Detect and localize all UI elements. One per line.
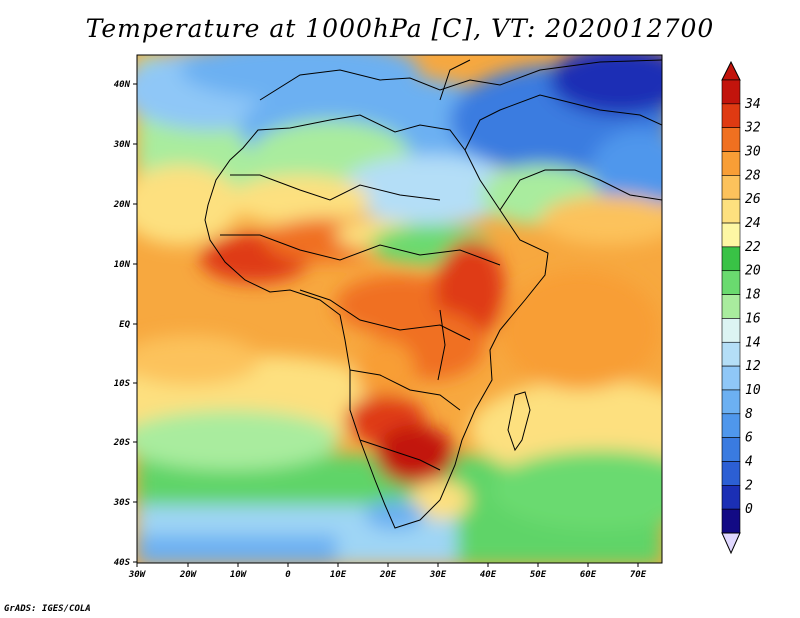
plot-frame	[136, 54, 663, 564]
lon-label: 60E	[580, 570, 597, 580]
colorbar-label: 32	[744, 121, 761, 136]
colorbar-swatch	[721, 246, 741, 272]
lat-ticks	[133, 83, 137, 563]
lon-label: 10W	[230, 570, 248, 580]
colorbar-swatch	[721, 151, 741, 176]
lat-label: 10N	[114, 260, 131, 270]
lon-label: 30W	[128, 570, 147, 580]
colorbar-label: 14	[745, 335, 761, 350]
colorbar-label: 12	[745, 359, 761, 374]
colorbar-swatch	[721, 508, 741, 534]
lon-label: 10E	[330, 570, 347, 580]
coastlines	[204, 59, 662, 529]
colorbar-swatch	[721, 461, 741, 486]
colorbar-over-triangle	[721, 60, 741, 81]
colorbar-swatch	[721, 127, 741, 152]
colorbar-swatch	[721, 222, 741, 248]
colorbar-label: 30	[744, 145, 761, 160]
colorbar-label: 22	[745, 240, 761, 255]
colorbar-swatch	[721, 318, 741, 343]
colorbar-label: 26	[745, 192, 761, 207]
colorbar-swatch	[721, 270, 741, 295]
lon-label: 50E	[530, 570, 547, 580]
colorbar-swatch	[721, 485, 741, 510]
lon-label: 20W	[179, 570, 198, 580]
colorbar-swatch	[721, 365, 741, 391]
lat-label: 10S	[114, 379, 131, 389]
colorbar-under-triangle	[721, 532, 741, 555]
colorbar-swatch	[721, 413, 741, 438]
lon-label: 70E	[630, 570, 647, 580]
lon-label: 0	[285, 570, 291, 580]
temperature-field	[137, 55, 662, 563]
colorbar-label: 8	[745, 407, 753, 422]
colorbar-swatch	[721, 79, 741, 105]
colorbar-swatch	[721, 103, 741, 128]
colorbar-label: 6	[745, 431, 753, 446]
colorbar-label: 10	[745, 383, 761, 398]
colorbar-swatch	[721, 198, 741, 224]
grads-credit: GrADS: IGES/COLA	[4, 604, 91, 614]
lat-label: EQ	[119, 320, 130, 330]
colorbar-label: 2	[745, 478, 753, 493]
lon-label: 20E	[379, 570, 397, 580]
lat-label: 30N	[113, 140, 131, 150]
lat-label: 30S	[113, 498, 131, 508]
colorbar-label: 28	[745, 168, 761, 183]
lat-label: 20N	[113, 200, 131, 210]
lon-ticks	[136, 563, 639, 567]
lon-labels: 30W 20W 10W 0 10E 20E 30E 40E 50E 60E 70…	[128, 570, 647, 580]
colorbar-swatch	[721, 389, 741, 415]
colorbar-swatch	[721, 175, 741, 200]
lon-label: 30E	[429, 570, 447, 580]
colorbar-label: 18	[745, 288, 761, 303]
colorbar-label: 0	[745, 502, 753, 517]
colorbar-label: 4	[745, 454, 753, 469]
colorbar-swatch	[721, 341, 741, 367]
colorbar-label: 20	[745, 264, 761, 279]
lat-label: 40S	[114, 558, 131, 568]
colorbar-swatch	[721, 437, 741, 462]
colorbar-label: 24	[745, 216, 761, 231]
lat-label: 40N	[114, 80, 131, 90]
lat-label: 20S	[113, 438, 131, 448]
colorbar-label: 34	[744, 97, 761, 112]
colorbar-swatch	[721, 294, 741, 319]
chart-title: Temperature at 1000hPa [C], VT: 20200127…	[85, 14, 715, 43]
lat-labels: 40N 30N 20N 10N EQ 10S 20S 30S 40S	[113, 80, 131, 568]
colorbar-label: 16	[745, 311, 761, 326]
lon-label: 40E	[480, 570, 497, 580]
